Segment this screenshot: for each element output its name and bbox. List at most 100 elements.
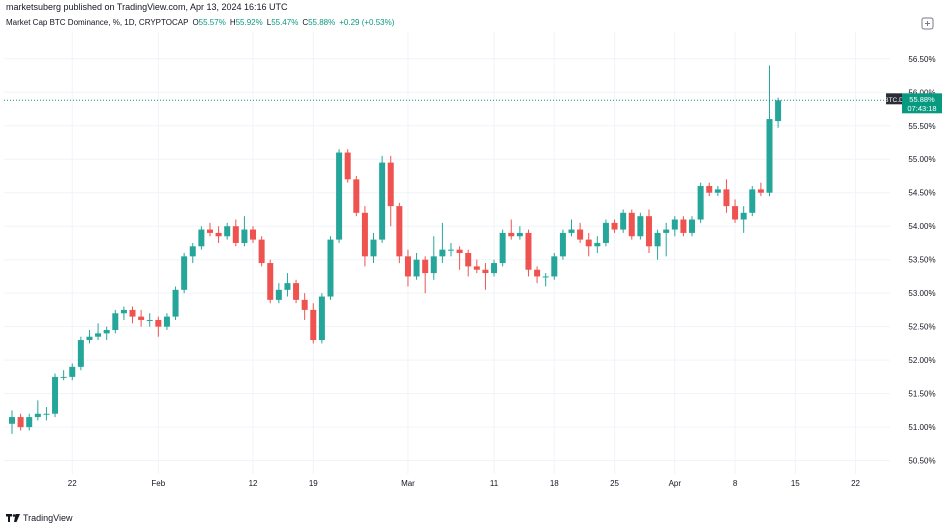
candle-body [172,289,179,317]
candle-body [448,249,454,251]
candle-body [620,212,627,230]
candle-body [198,229,205,247]
candle [379,155,386,243]
candle-body [387,162,394,207]
candle [267,259,274,304]
settings-icon[interactable] [921,17,934,30]
candle-body [516,232,523,237]
candle-body [542,276,549,278]
candle [353,175,360,217]
candle [628,209,635,240]
x-tick-label: 11 [490,479,499,488]
candle [585,232,592,257]
candle [138,309,145,327]
candle-body [9,417,15,424]
candle [577,222,584,243]
candle [9,410,15,434]
y-tick-label: 52.50% [908,323,935,332]
candle-body [60,376,67,378]
candle-body [353,179,360,213]
candle-body [757,189,764,193]
symbol-legend: Market Cap BTC Dominance, %, 1D, CRYPTOC… [6,18,394,27]
candle-body [663,229,670,233]
candle [232,219,239,247]
candle-body [206,229,213,233]
candle-body [361,212,368,257]
candle-body [671,219,678,230]
candle-body [749,189,756,213]
candle-body [17,417,24,428]
candle [17,413,24,431]
candle [146,313,153,327]
publisher-caption: marketsuberg published on TradingView.co… [6,2,288,12]
candle [757,182,764,197]
candle [645,209,652,253]
candle [129,306,136,324]
candle [611,219,618,233]
candle-body [551,256,558,277]
candle-body [396,206,403,257]
y-axis: 56.50% 56.00% 55.50% 55.00% 54.50% 54.00% 53.5… [908,55,935,466]
candle-body [637,216,644,237]
candle [663,222,670,257]
x-tick-label: 22 [851,479,860,488]
candle [241,216,248,247]
candle [508,219,515,240]
candle-body [611,222,618,230]
candle [568,219,575,237]
candle-body [163,316,170,327]
candle-body [34,413,41,418]
candle [310,303,317,344]
x-tick-label: 18 [550,479,559,488]
candle-body [95,333,102,337]
candle-body [439,249,446,257]
candle [723,179,730,213]
candle-body [430,256,437,274]
candle [637,212,644,240]
candle [293,279,300,304]
candle [155,316,162,337]
candle-body [723,189,730,207]
x-tick-label: 12 [249,479,258,488]
candle-body [525,232,532,270]
candle-body [456,249,463,253]
candle-body [138,316,145,320]
candle [404,249,411,287]
candle-body [146,319,153,321]
candles-group [9,65,782,434]
candle-body [112,313,119,331]
candle-body [473,266,480,270]
y-tick-label: 56.50% [908,55,935,64]
footer-brand-label: TradingView [23,513,73,523]
candle-body [336,152,343,240]
y-tick-label: 56.00% [908,88,935,97]
candle-body [301,299,308,310]
candle [534,266,541,284]
candle-body [680,219,687,233]
last-price-marker: BTC.D 55.88%07:43:18 [4,93,942,114]
candle-body [224,226,231,237]
candle [456,246,463,270]
candle [594,236,601,253]
candle [473,259,480,274]
candle-body [370,239,377,257]
candlestick-chart[interactable]: 56.50% 56.00% 55.50% 55.00% 54.50% 54.00% 53.5… [0,30,952,492]
candle [361,206,368,267]
candle [516,226,523,240]
candle [120,306,127,320]
candle [749,186,756,217]
candle-body [267,263,274,300]
candle-body [706,186,713,193]
candle-body [482,269,489,274]
chart-area[interactable]: 56.50% 56.00% 55.50% 55.00% 54.50% 54.00% 53.5… [0,30,952,492]
candle [413,253,420,280]
candle-body [491,263,498,274]
candle-body [568,229,575,233]
candle-body [740,212,747,220]
candle-body [250,229,257,240]
candle-body [645,216,652,247]
candle-body [318,296,325,341]
candle [250,226,257,243]
x-axis: 22 Feb 12 19 Mar 11 18 25 Apr 8 15 22 [68,479,861,488]
candle [680,216,687,237]
